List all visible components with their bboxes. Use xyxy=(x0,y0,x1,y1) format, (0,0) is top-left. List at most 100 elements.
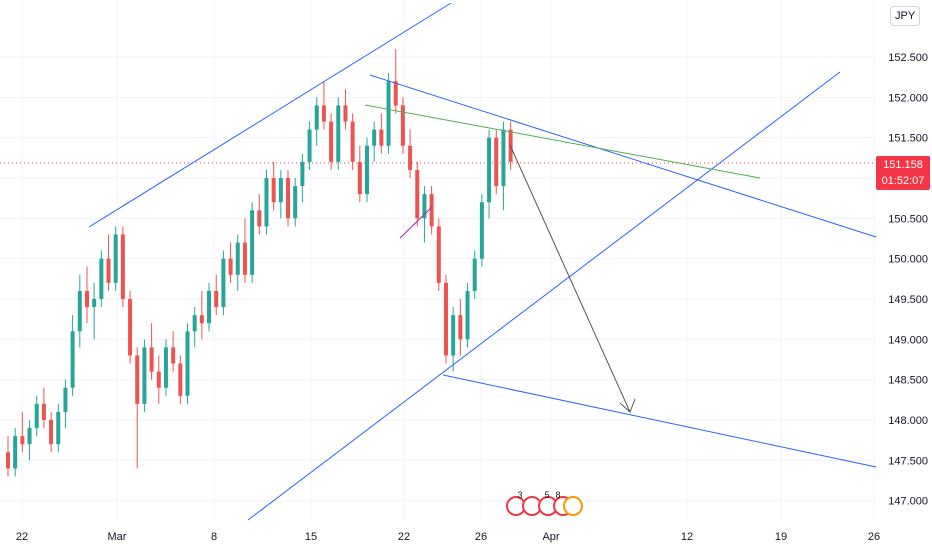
candle-body xyxy=(314,105,319,130)
candle xyxy=(307,121,312,170)
small-correction-line[interactable] xyxy=(399,206,433,239)
candle xyxy=(20,411,25,453)
candle-body xyxy=(128,299,133,356)
candle xyxy=(77,274,82,348)
candle xyxy=(235,234,240,291)
x-tick-label: 8 xyxy=(211,531,217,543)
candle-body xyxy=(185,331,190,396)
mid-trend-line[interactable] xyxy=(364,104,761,179)
candle-body xyxy=(178,363,183,396)
candle-body xyxy=(199,315,204,324)
candle xyxy=(135,347,140,469)
candle-body xyxy=(228,258,233,275)
candle-body xyxy=(451,315,456,356)
candle xyxy=(415,161,420,227)
candle-body xyxy=(415,169,420,219)
top-trend-line[interactable] xyxy=(369,74,877,238)
candle xyxy=(84,266,89,324)
candle xyxy=(221,250,226,316)
candle-body xyxy=(163,347,168,388)
candle-body xyxy=(56,411,61,445)
candle xyxy=(329,113,334,170)
candle-body xyxy=(422,194,427,219)
candle xyxy=(501,121,506,211)
candle xyxy=(106,234,111,291)
candle xyxy=(228,242,233,283)
candle xyxy=(286,169,291,227)
candle xyxy=(99,250,104,308)
candle xyxy=(163,339,168,396)
forecast-arrowhead xyxy=(619,398,636,413)
x-axis: 22 Mar 8 15 22 26 Apr 12 19 26 xyxy=(16,531,880,543)
candle xyxy=(13,428,18,477)
drawings[interactable] xyxy=(88,2,877,521)
candle xyxy=(49,411,54,453)
candle-body xyxy=(106,258,111,283)
candle-body xyxy=(400,105,405,146)
y-tick-label: 147.000 xyxy=(888,496,928,508)
candle-body xyxy=(214,290,219,308)
x-tick-label: 22 xyxy=(16,531,28,543)
y-tick-label: 152.000 xyxy=(888,92,928,104)
candle-body xyxy=(221,258,226,308)
candle-body xyxy=(207,290,212,324)
event-badges[interactable]: 3 5 8 xyxy=(506,490,583,516)
candle-body xyxy=(41,403,46,420)
candle-body xyxy=(329,121,334,162)
candle xyxy=(472,250,477,299)
y-tick-label: 149.500 xyxy=(888,294,928,306)
candle xyxy=(300,153,305,203)
candle xyxy=(41,387,46,429)
event-badge-5[interactable] xyxy=(563,496,583,516)
candle-body xyxy=(271,178,276,203)
candle xyxy=(494,129,499,195)
event-badge-count-2: 5 xyxy=(544,490,549,500)
candle xyxy=(264,169,269,235)
candle xyxy=(321,81,326,130)
candle-body xyxy=(278,178,283,203)
candle-body xyxy=(149,347,154,372)
countdown-timer: 01:52:07 xyxy=(881,175,925,187)
event-badge-count-1: 3 xyxy=(517,490,522,500)
y-tick-label: 150.000 xyxy=(888,254,928,266)
event-badge-count-3: 8 xyxy=(555,490,560,500)
candle xyxy=(350,113,355,170)
x-tick-label: 26 xyxy=(868,531,880,543)
candle xyxy=(207,282,212,332)
candle-body xyxy=(372,129,377,146)
last-price-tag: 151.158 01:52:07 xyxy=(876,156,930,190)
lower-channel-line[interactable] xyxy=(247,71,841,521)
candle xyxy=(185,323,190,404)
candle-body xyxy=(458,315,463,340)
bottom-trend-line[interactable] xyxy=(442,374,877,468)
y-axis: 147.000 147.500 148.000 148.500 149.000 149.5… xyxy=(888,52,928,508)
candle xyxy=(257,194,262,235)
candle-body xyxy=(472,258,477,291)
candle xyxy=(393,48,398,114)
candle-body xyxy=(286,178,291,219)
candle-body xyxy=(92,299,97,308)
candle xyxy=(357,145,362,203)
candle-body xyxy=(13,436,18,469)
candle-body xyxy=(479,202,484,259)
candle-body xyxy=(264,178,269,227)
candle-body xyxy=(443,282,448,356)
candle-body xyxy=(365,145,369,195)
candle-body xyxy=(27,428,32,445)
forecast-arrow[interactable] xyxy=(509,144,631,413)
candle-body xyxy=(436,226,441,283)
currency-label[interactable]: JPY xyxy=(890,6,921,26)
candle-body xyxy=(379,129,384,146)
candle-body xyxy=(142,347,147,404)
candle-body xyxy=(63,387,68,412)
candle-body xyxy=(171,347,176,364)
candle-body xyxy=(70,331,75,388)
candle xyxy=(171,331,176,372)
candle xyxy=(92,282,97,340)
candle xyxy=(56,403,61,453)
candle-body xyxy=(293,186,298,219)
upper-channel-line[interactable] xyxy=(88,2,452,228)
candles xyxy=(6,48,513,477)
y-tick-label: 150.500 xyxy=(888,213,928,225)
